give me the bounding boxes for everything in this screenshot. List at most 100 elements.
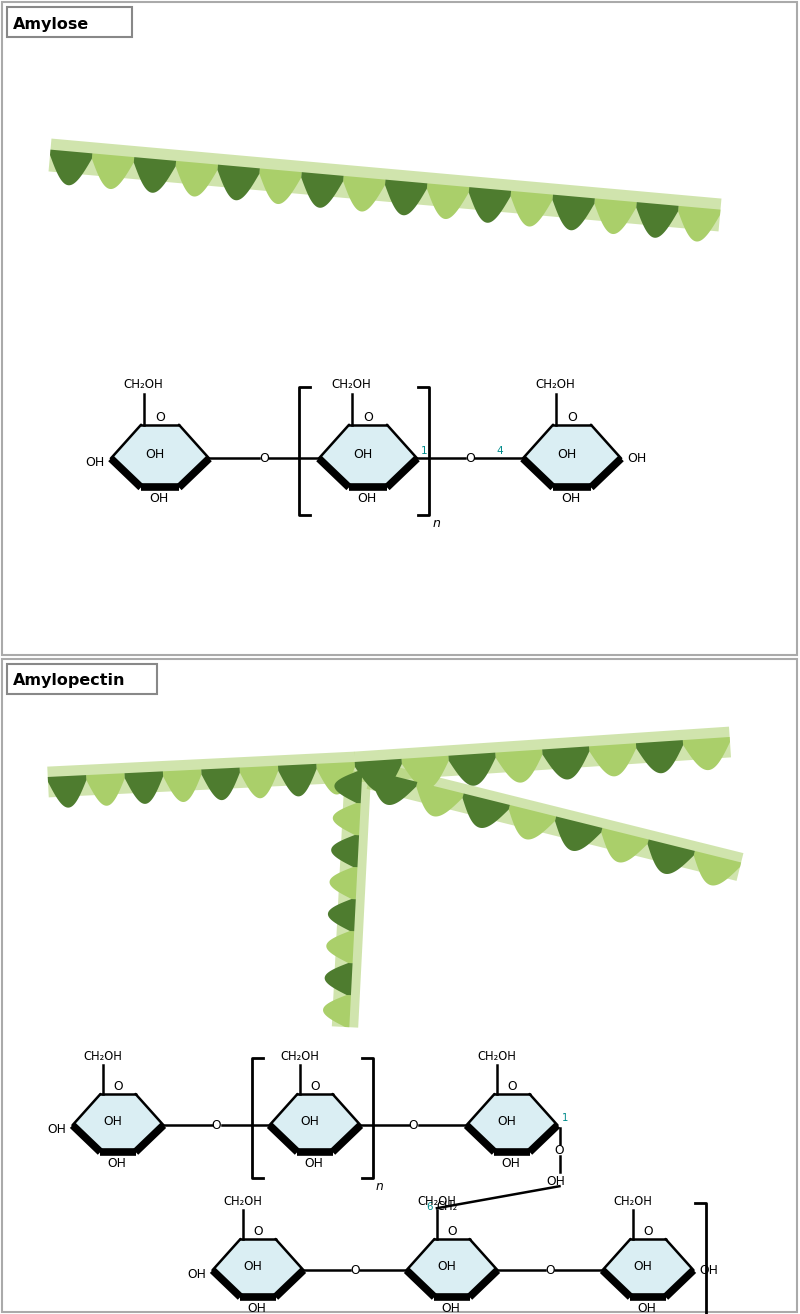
- Text: OH: OH: [546, 1175, 565, 1188]
- Text: OH: OH: [357, 493, 376, 506]
- Text: OH: OH: [699, 1264, 718, 1277]
- Text: O: O: [507, 1080, 517, 1093]
- Polygon shape: [495, 749, 542, 783]
- Polygon shape: [602, 1239, 694, 1297]
- Polygon shape: [427, 184, 470, 219]
- Text: O: O: [567, 411, 577, 423]
- Text: O: O: [447, 1225, 457, 1238]
- Text: CH₂OH: CH₂OH: [614, 1194, 652, 1208]
- Text: 1: 1: [562, 1113, 568, 1123]
- Text: Amylose: Amylose: [13, 17, 90, 32]
- Polygon shape: [682, 737, 730, 770]
- Polygon shape: [636, 740, 683, 773]
- Text: OH: OH: [300, 1114, 319, 1127]
- FancyBboxPatch shape: [7, 7, 132, 37]
- Polygon shape: [325, 963, 353, 995]
- Polygon shape: [523, 424, 621, 487]
- Polygon shape: [331, 834, 359, 867]
- Text: O: O: [310, 1080, 320, 1093]
- Text: O: O: [363, 411, 373, 423]
- Polygon shape: [50, 150, 92, 185]
- Text: O: O: [212, 1118, 222, 1131]
- Polygon shape: [466, 1095, 558, 1152]
- Polygon shape: [259, 168, 302, 204]
- Text: CH₂: CH₂: [437, 1201, 458, 1214]
- FancyBboxPatch shape: [7, 664, 157, 694]
- Text: OH: OH: [438, 1260, 456, 1273]
- Polygon shape: [354, 727, 731, 782]
- Text: O: O: [554, 1143, 564, 1156]
- Text: OH: OH: [107, 1158, 126, 1169]
- Polygon shape: [323, 995, 351, 1028]
- Polygon shape: [354, 759, 402, 792]
- Polygon shape: [330, 867, 358, 899]
- Text: OH: OH: [188, 1268, 206, 1281]
- Polygon shape: [326, 932, 354, 963]
- Text: 4: 4: [496, 445, 503, 456]
- Polygon shape: [416, 782, 464, 816]
- Text: O: O: [643, 1225, 653, 1238]
- Polygon shape: [370, 770, 418, 805]
- Polygon shape: [647, 840, 695, 874]
- Text: OH: OH: [304, 1158, 323, 1169]
- Text: Amylopectin: Amylopectin: [13, 674, 126, 689]
- Polygon shape: [555, 816, 602, 851]
- Text: O: O: [409, 1118, 418, 1131]
- Text: CH₂OH: CH₂OH: [83, 1050, 122, 1063]
- Polygon shape: [594, 198, 637, 234]
- Text: O: O: [113, 1080, 123, 1093]
- Text: OH: OH: [442, 1302, 460, 1314]
- Polygon shape: [48, 775, 86, 808]
- Text: 1: 1: [421, 445, 428, 456]
- Text: OH: OH: [243, 1260, 262, 1273]
- Text: OH: OH: [48, 1122, 66, 1135]
- Polygon shape: [240, 766, 278, 799]
- Text: OH: OH: [145, 448, 164, 461]
- Text: OH: OH: [627, 452, 646, 465]
- Polygon shape: [462, 794, 510, 828]
- Polygon shape: [213, 1239, 303, 1297]
- Polygon shape: [402, 756, 449, 788]
- Text: O: O: [259, 452, 269, 465]
- Polygon shape: [385, 180, 427, 215]
- Text: OH: OH: [86, 456, 105, 469]
- FancyBboxPatch shape: [2, 660, 797, 1311]
- Polygon shape: [73, 1095, 163, 1152]
- Polygon shape: [542, 746, 590, 779]
- Polygon shape: [86, 773, 125, 805]
- Text: OH: OH: [502, 1158, 520, 1169]
- Polygon shape: [218, 164, 260, 200]
- Polygon shape: [328, 899, 356, 932]
- Text: OH: OH: [353, 448, 372, 461]
- Polygon shape: [510, 191, 553, 226]
- Polygon shape: [469, 187, 511, 223]
- Polygon shape: [319, 424, 417, 487]
- Polygon shape: [316, 762, 355, 795]
- Polygon shape: [47, 752, 356, 798]
- Text: O: O: [545, 1264, 555, 1277]
- Text: n: n: [432, 518, 440, 531]
- Polygon shape: [333, 803, 361, 836]
- Polygon shape: [176, 160, 218, 197]
- Polygon shape: [92, 154, 134, 189]
- Text: CH₂OH: CH₂OH: [536, 378, 575, 392]
- Text: 6: 6: [426, 1202, 433, 1212]
- Polygon shape: [602, 828, 649, 862]
- Text: CH₂OH: CH₂OH: [223, 1194, 262, 1208]
- Polygon shape: [343, 176, 386, 212]
- Text: O: O: [350, 1264, 360, 1277]
- Text: OH: OH: [638, 1302, 656, 1314]
- Text: O: O: [155, 411, 165, 423]
- Polygon shape: [134, 158, 176, 193]
- Polygon shape: [278, 763, 317, 796]
- Polygon shape: [49, 138, 722, 231]
- Text: CH₂OH: CH₂OH: [332, 378, 371, 392]
- Polygon shape: [449, 753, 496, 786]
- FancyBboxPatch shape: [2, 3, 797, 654]
- Text: CH₂OH: CH₂OH: [418, 1194, 456, 1208]
- Polygon shape: [694, 851, 741, 886]
- Polygon shape: [406, 1239, 498, 1297]
- Text: CH₂OH: CH₂OH: [124, 378, 163, 392]
- Text: CH₂OH: CH₂OH: [478, 1050, 516, 1063]
- Polygon shape: [332, 770, 371, 1028]
